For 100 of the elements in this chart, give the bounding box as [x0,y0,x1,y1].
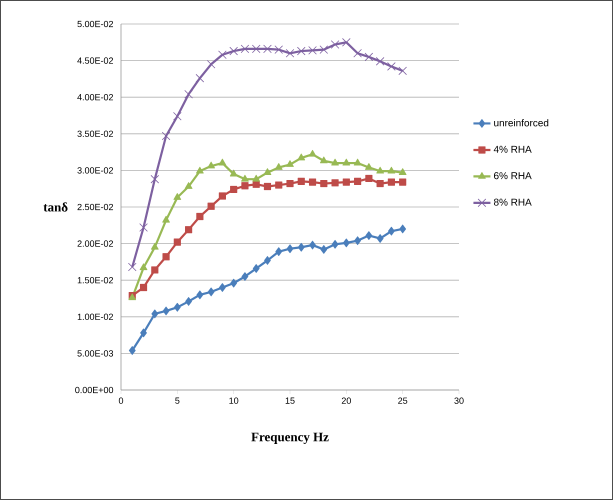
point [241,174,249,182]
point [275,247,282,256]
legend-label: unreinforced [494,119,548,126]
point [151,309,158,318]
point [298,178,305,185]
point [296,46,306,56]
point [353,49,362,58]
point [162,132,170,140]
point [174,238,181,246]
point [399,224,406,234]
point [298,242,305,252]
point [320,180,328,188]
legend-label: 6% RHA [494,172,532,180]
point [240,44,250,54]
point [365,163,373,170]
y-tick-label: 0.00E+00 [75,386,114,394]
point [263,44,272,54]
point [388,166,396,174]
point [286,49,294,58]
point [354,158,362,166]
point [128,262,137,272]
point [140,284,148,292]
point [286,244,294,254]
point [241,182,249,190]
point [230,170,238,176]
point [275,181,282,189]
point [140,263,148,270]
point [230,278,238,288]
point [399,178,406,186]
point [388,226,395,236]
point [388,178,395,186]
x-tick-label: 15 [286,398,295,404]
point [331,158,339,166]
point [162,306,170,316]
point [229,46,238,56]
x-tick-label: 20 [342,398,351,404]
point [330,40,340,49]
point [398,168,407,175]
y-tick-label: 3.50E-02 [77,130,114,137]
point [151,266,158,274]
point [184,182,192,189]
point [332,240,338,249]
point [274,163,283,170]
point [162,216,170,223]
point [264,168,272,175]
point [162,253,170,260]
point [364,52,374,62]
point [140,328,147,338]
y-tick-label: 2.00E-02 [78,240,114,247]
point [174,302,181,312]
point [354,178,362,185]
point [242,272,248,281]
point [286,160,294,167]
point [320,156,328,164]
point [387,62,396,71]
point [196,290,204,300]
x-tick-label: 30 [454,398,464,404]
y-tick-label: 1.00E-02 [78,314,114,320]
point [342,158,350,166]
point [196,166,204,174]
point [320,245,328,254]
y-tick-label: 4.00E-02 [77,94,114,100]
point [376,57,384,66]
point [376,180,384,188]
point [208,288,215,296]
point [297,154,306,160]
point [128,346,136,355]
point [342,238,350,248]
point [208,202,215,210]
point [184,90,193,99]
point [185,226,192,234]
point [218,158,226,166]
point [398,66,407,76]
y-tick-label: 1.50E-02 [78,277,114,284]
legend-label: 8% RHA [494,198,532,206]
x-tick-label: 0 [118,398,124,404]
point [218,50,227,60]
point [185,297,192,306]
point [252,174,260,182]
point [286,180,294,188]
x-tick-label: 10 [229,398,238,404]
point [308,150,316,157]
point [219,283,226,292]
x-tick-label: 5 [175,398,180,404]
legend-label: 4% RHA [494,146,532,153]
point [274,45,284,54]
point [354,236,361,246]
point [320,45,328,54]
point [264,256,271,265]
y-tick-label: 5.00E-03 [77,350,114,357]
point [365,231,372,240]
point [150,242,159,250]
point [376,234,384,243]
point [308,46,317,55]
point [376,166,384,174]
point [309,240,316,250]
point [150,174,160,184]
y-tick-label: 4.50E-02 [77,57,114,64]
point [196,212,204,220]
x-tick-label: 25 [398,398,408,404]
